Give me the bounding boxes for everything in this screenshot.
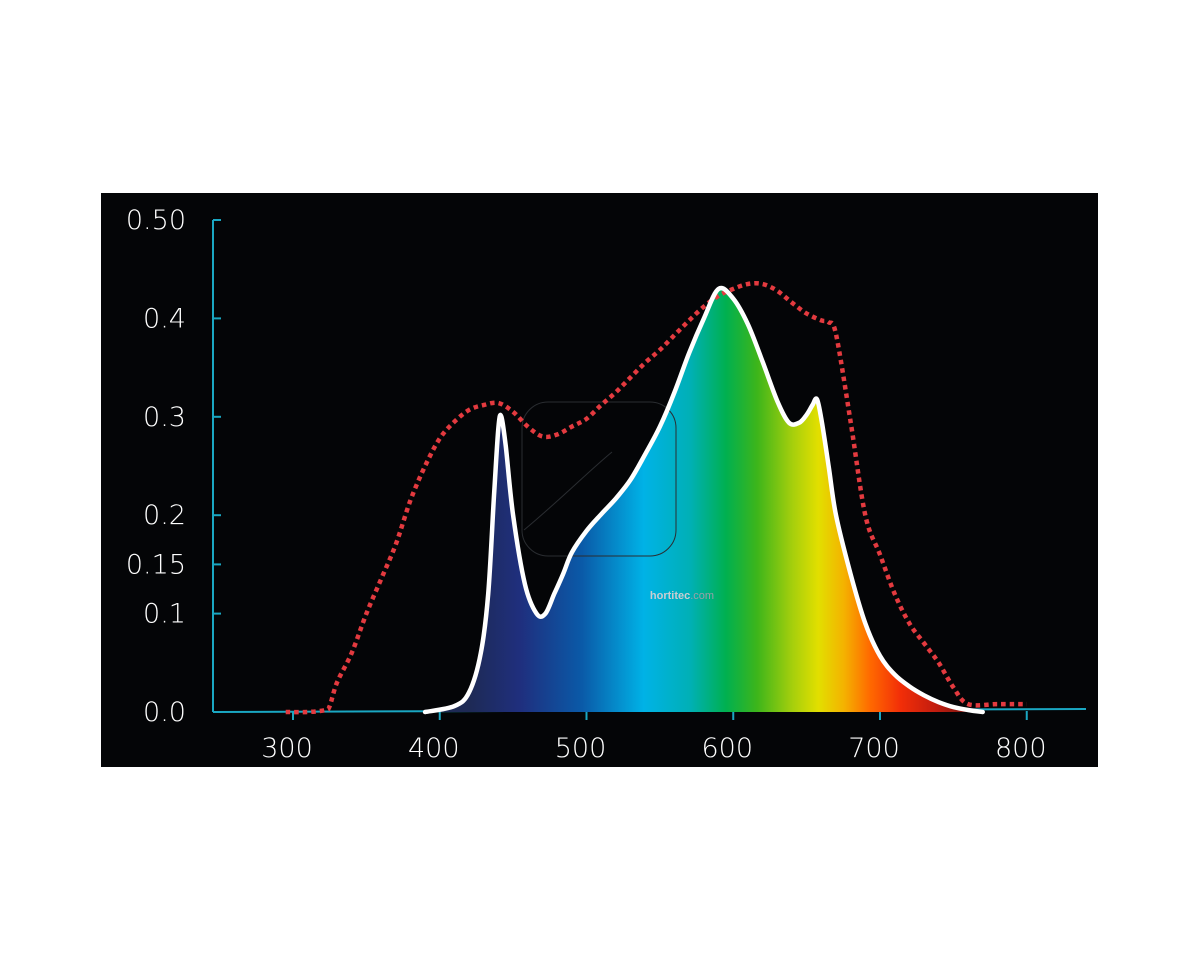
y-tick-label: 0.0: [143, 697, 186, 728]
reference-curve: [285, 280, 1027, 715]
y-tick-label: 0.3: [143, 402, 186, 433]
watermark-text: hortitec.com: [650, 590, 714, 602]
x-tick-label: 500: [555, 733, 607, 764]
x-tick-label: 600: [701, 733, 753, 764]
x-tick-label: 400: [408, 733, 460, 764]
curves: [285, 280, 1027, 715]
watermark: hortitec.com: [521, 401, 714, 602]
spd-fill: [425, 288, 983, 712]
x-tick-label: 800: [995, 733, 1047, 764]
y-tick-label: 0.2: [143, 500, 186, 531]
watermark-brand: hortitec: [650, 590, 690, 602]
y-tick-label: 0.4: [143, 303, 186, 334]
spd-outline: [422, 285, 985, 715]
y-tick-label: 0.50: [126, 205, 186, 236]
x-tick-label: 700: [848, 733, 900, 764]
x-tick-label: 300: [261, 733, 313, 764]
tick-labels: 0.0 0.1 0.15 0.2 0.3 0.4 0.50 300 400 500 600 700 80…: [126, 205, 1047, 764]
watermark-logo-shape: [521, 401, 677, 557]
y-tick-label: 0.15: [126, 549, 186, 580]
spd-area: [425, 288, 983, 712]
y-tick-label: 0.1: [143, 599, 186, 630]
watermark-domain: .com: [690, 590, 714, 602]
watermark-logo-leaf: [523, 451, 613, 531]
